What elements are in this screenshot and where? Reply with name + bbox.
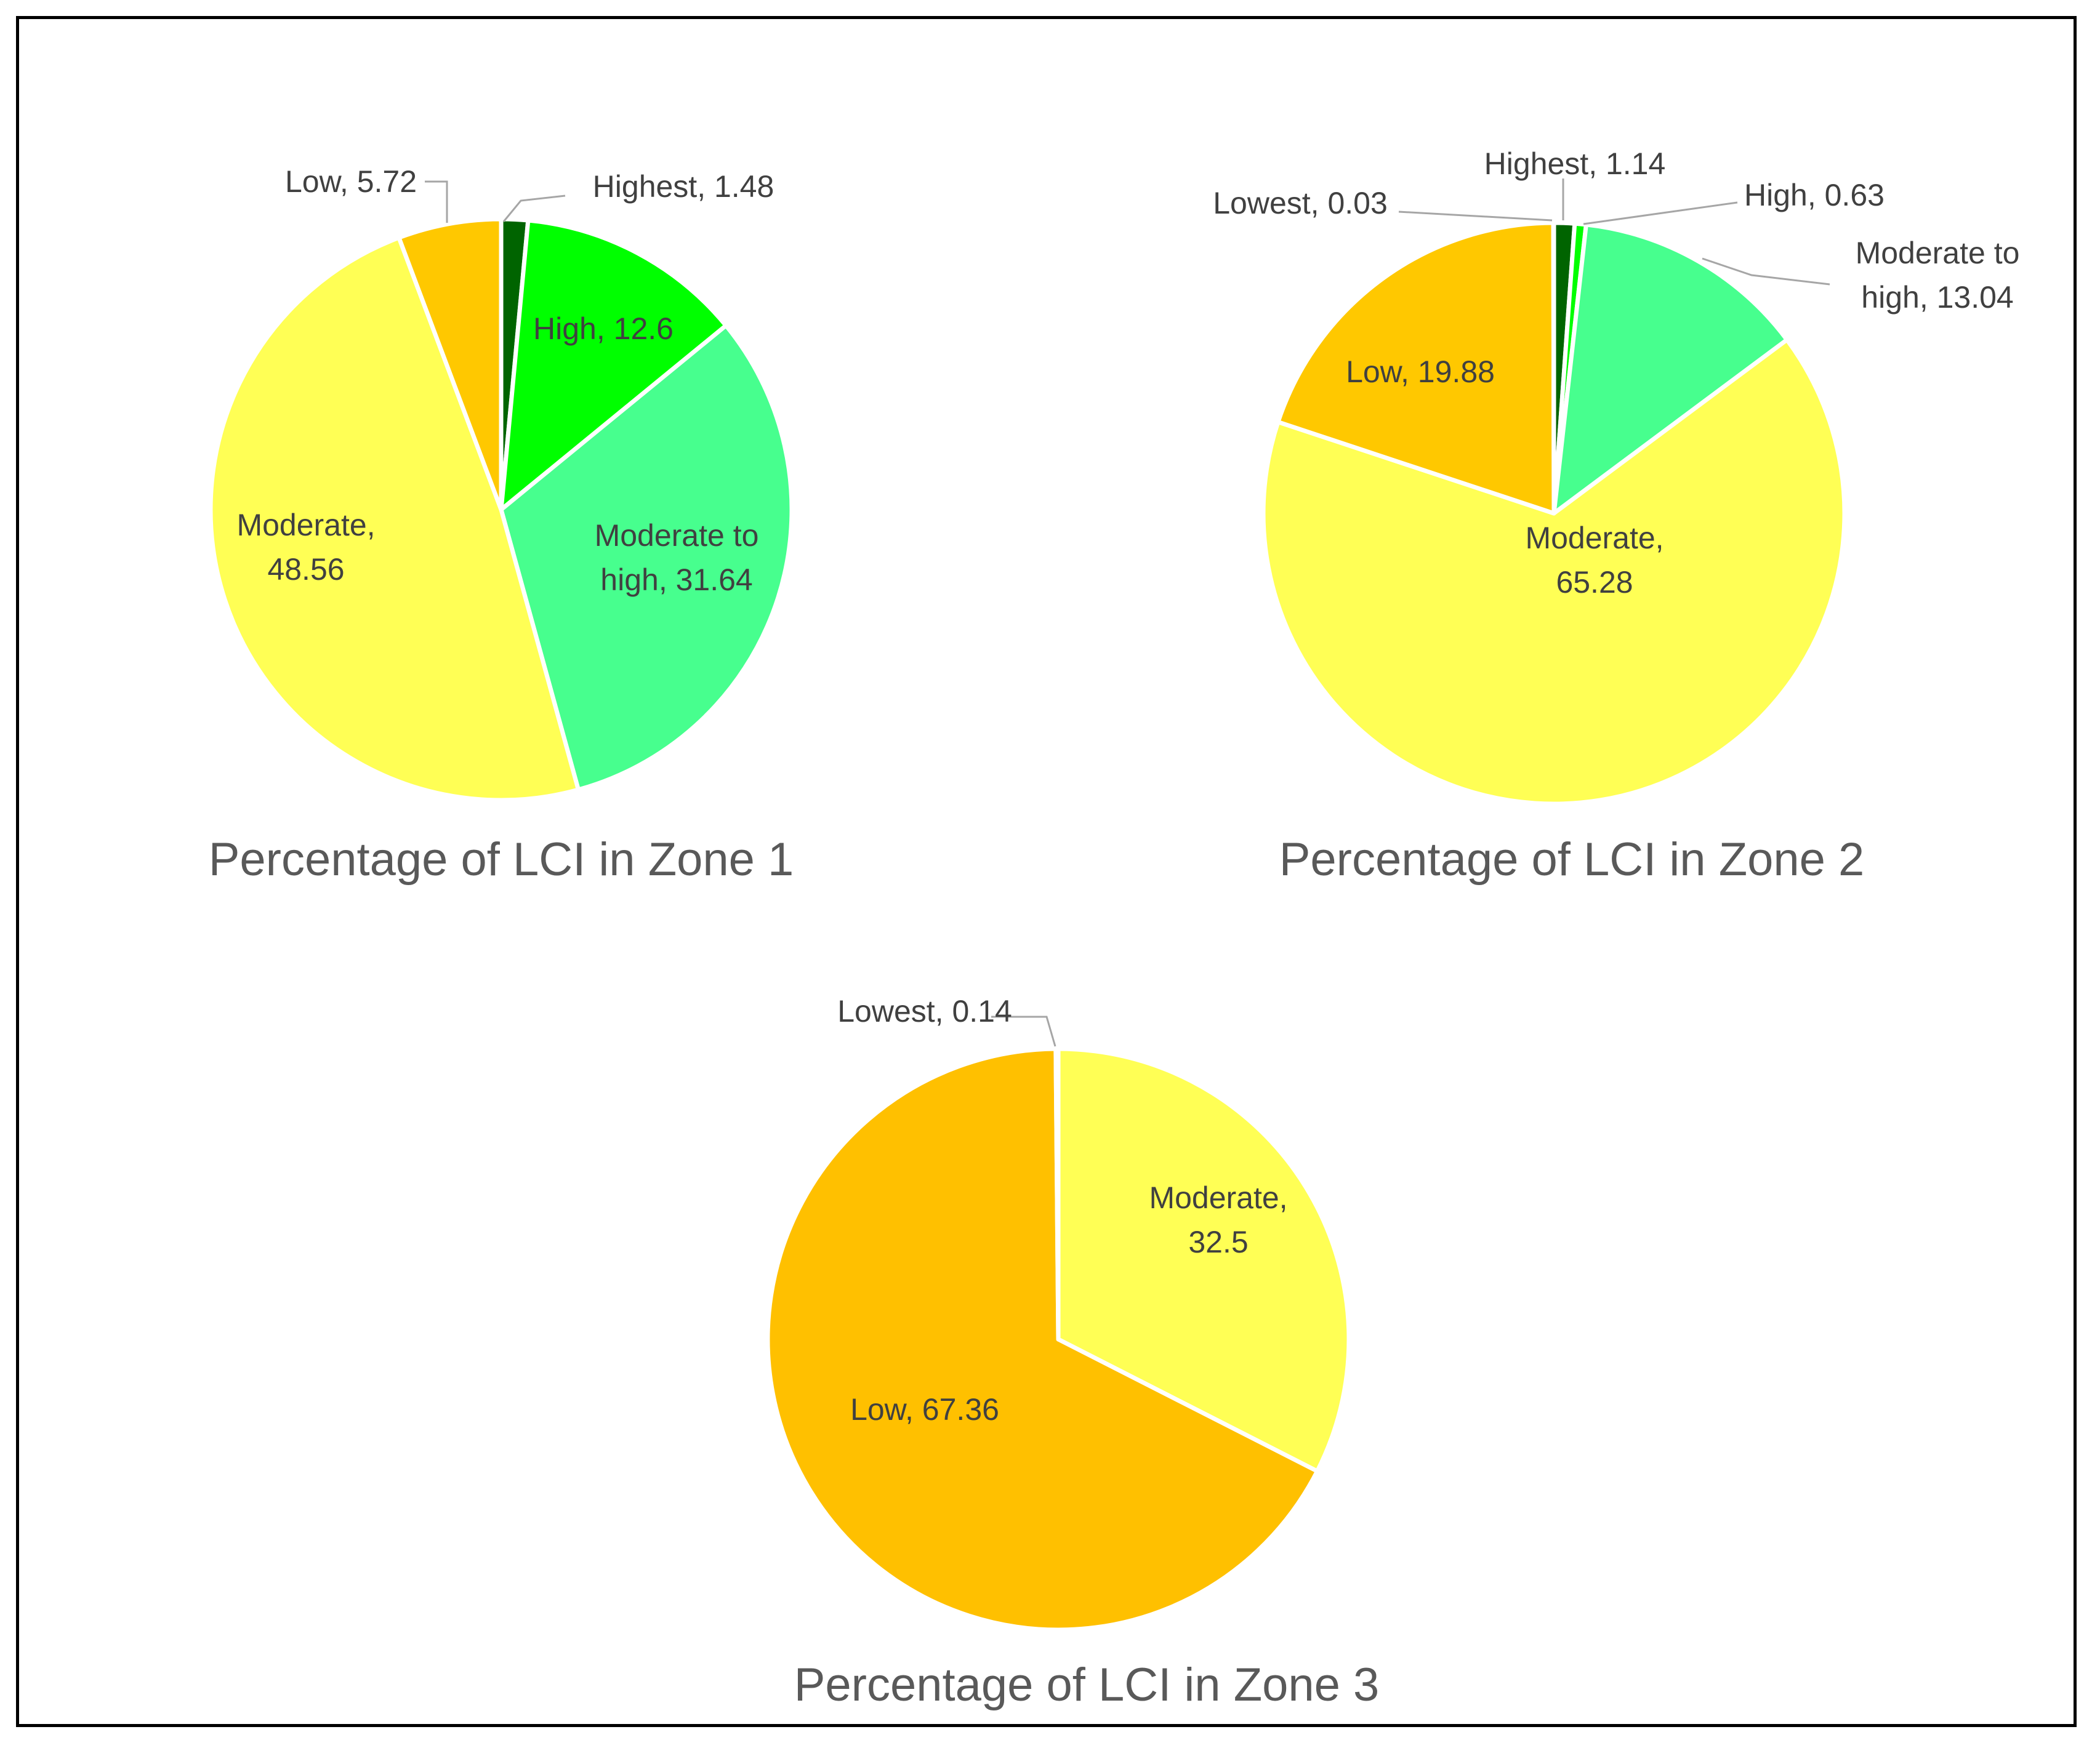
pie-chart-zone-1: Highest, 1.48 High, 12.6 Moderate to high, … [208, 164, 794, 886]
data-label-low: Low, 5.72 [285, 164, 417, 199]
pie-chart-zone-3: Moderate, 32.5 Low, 67.36 Lowest, 0.14 Perce… [765, 994, 1380, 1711]
data-label-highest: Highest, 1.48 [593, 169, 774, 204]
pie-slice-lowest [1053, 1046, 1061, 1342]
pie-chart-zone-2: Highest, 1.14 High, 0.63 Moderate to high, … [1213, 146, 2019, 886]
leader-line-lowest [991, 1016, 1056, 1047]
chart-title: Percentage of LCI in Zone 2 [1279, 833, 1865, 886]
leader-line-lowest [1398, 210, 1553, 222]
pie-slice-moderate [1056, 1046, 1351, 1473]
pie-slice-low [1276, 220, 1556, 516]
pie-slice-low [396, 217, 504, 512]
pie-slice-moderate-to-high [1551, 222, 1790, 516]
leader-line-low [425, 180, 448, 223]
chart-title: Percentage of LCI in Zone 1 [209, 833, 794, 886]
data-label-low: Low, 67.36 [850, 1392, 999, 1427]
leader-line-highest [502, 194, 566, 222]
leader-line-high [1583, 201, 1738, 225]
data-label-high: High, 12.6 [533, 311, 674, 346]
data-label-moderate: Moderate, 65.28 [1525, 521, 1664, 599]
chart-title: Percentage of LCI in Zone 3 [794, 1659, 1380, 1711]
data-label-moderate: Moderate, 48.56 [236, 508, 375, 587]
pie-slice-moderate [208, 235, 581, 803]
pie-slice-lowest [1551, 220, 1556, 516]
data-label-moderate: Moderate, 32.5 [1149, 1181, 1287, 1259]
data-label-moderate-to-high: Moderate to high, 13.04 [1856, 236, 2020, 315]
data-label-highest: Highest, 1.14 [1484, 146, 1666, 181]
data-label-high: High, 0.63 [1744, 178, 1885, 212]
data-label-low: Low, 19.88 [1346, 355, 1495, 389]
pie-slice-moderate-to-high [499, 323, 794, 792]
data-label-lowest: Lowest, 0.03 [1213, 186, 1388, 220]
data-label-moderate-to-high: Moderate to high, 31.64 [595, 518, 759, 597]
leader-line-moderate-to-high [1702, 257, 1830, 286]
pie-slice-moderate [1261, 337, 1847, 806]
pie-slice-low [765, 1046, 1320, 1632]
pie-slice-high [499, 218, 728, 512]
data-label-lowest: Lowest, 0.14 [837, 994, 1012, 1028]
